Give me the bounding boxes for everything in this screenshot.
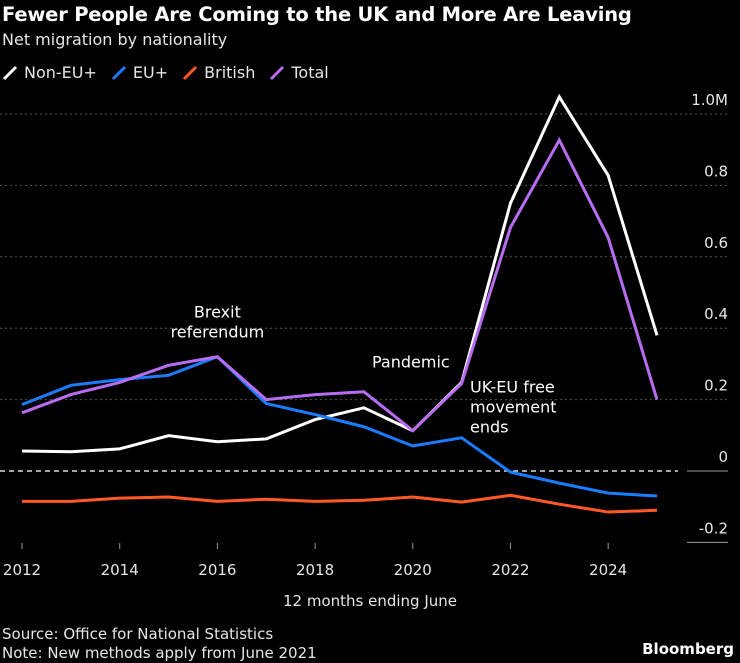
- x-tick-label: 2024: [589, 561, 627, 579]
- y-tick-label: 0.2: [704, 377, 728, 395]
- chart-title: Fewer People Are Coming to the UK and Mo…: [2, 3, 632, 26]
- legend-item: Total: [269, 63, 329, 82]
- y-tick-label: 0.8: [704, 162, 728, 180]
- legend-label: EU+: [132, 63, 169, 82]
- annotation-text: Pandemic: [372, 352, 450, 371]
- legend-label: British: [204, 63, 256, 82]
- x-tick-label: 2014: [101, 561, 139, 579]
- source-note: Source: Office for National Statistics: [2, 625, 274, 643]
- legend-swatch-icon: [183, 65, 198, 80]
- series-line-total: [21, 136, 659, 433]
- y-tick-label: -0.2: [699, 519, 728, 537]
- y-tick-label: 0.4: [704, 305, 728, 323]
- annotation-text: Brexit: [194, 302, 241, 321]
- chart-subtitle: Net migration by nationality: [2, 30, 228, 49]
- annotation-text: ends: [470, 417, 508, 436]
- x-tick-label: 2020: [394, 561, 432, 579]
- legend-item: EU+: [111, 63, 168, 82]
- legend-swatch-icon: [111, 65, 126, 80]
- annotation-text: referendum: [171, 322, 265, 341]
- x-axis-label: 12 months ending June: [283, 592, 457, 610]
- y-tick-label: 0.6: [704, 234, 728, 252]
- legend-swatch-icon: [2, 65, 18, 80]
- legend-label: Total: [291, 63, 329, 82]
- series-line-eu: [21, 355, 658, 498]
- methods-note: Note: New methods apply from June 2021: [2, 644, 317, 662]
- x-tick-label: 2018: [296, 561, 334, 579]
- x-tick-label: 2012: [3, 561, 41, 579]
- legend-item: British: [182, 63, 255, 82]
- annotation-text: UK-EU free: [470, 377, 555, 396]
- legend-swatch-icon: [270, 65, 285, 80]
- legend-label: Non-EU+: [24, 63, 97, 82]
- legend: Non-EU+ EU+ British Total: [2, 63, 329, 82]
- series-line-noneu: [21, 93, 659, 454]
- y-tick-label: 1.0M: [691, 91, 728, 109]
- legend-item: Non-EU+: [2, 63, 97, 82]
- x-tick-label: 2016: [198, 561, 236, 579]
- annotation-text: movement: [470, 397, 557, 416]
- series-line-british: [22, 493, 658, 514]
- x-tick-label: 2022: [491, 561, 529, 579]
- bloomberg-logo: Bloomberg: [642, 640, 734, 658]
- y-tick-label: 0: [718, 448, 728, 466]
